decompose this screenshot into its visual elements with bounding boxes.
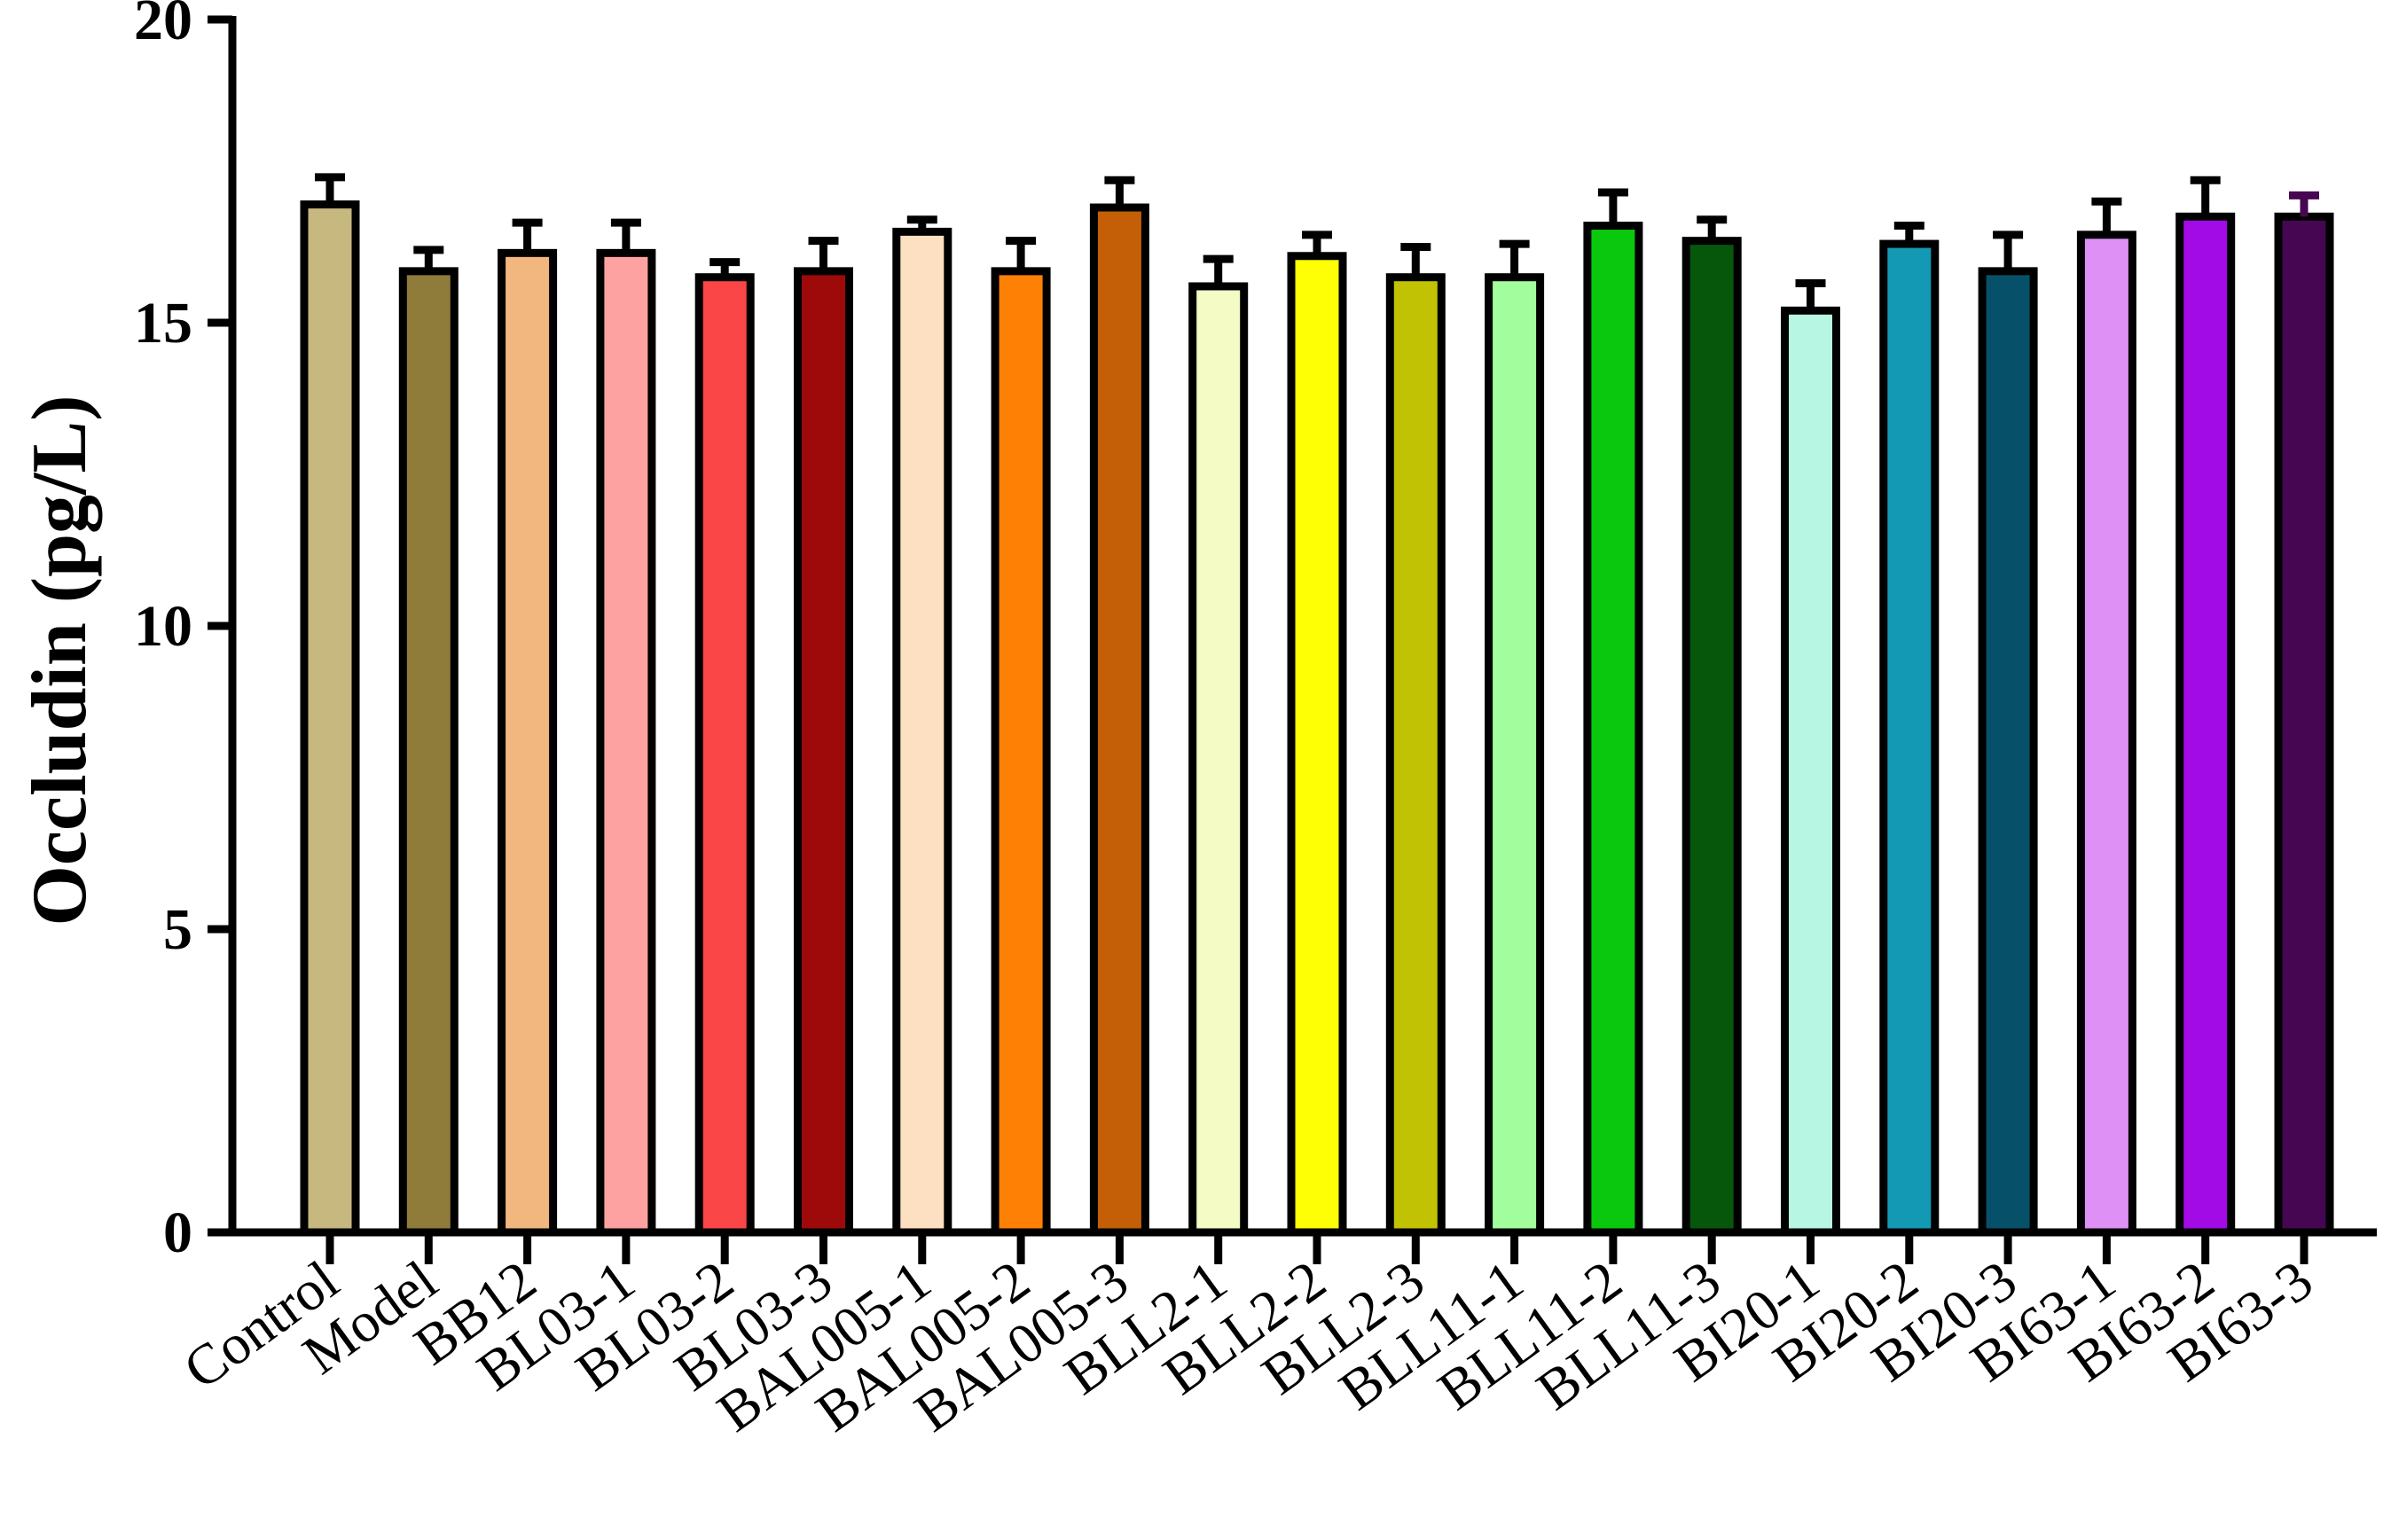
bar <box>1485 273 1545 1237</box>
y-axis-label: Occludin (pg/L) <box>17 395 103 926</box>
bar <box>1583 222 1643 1237</box>
bar <box>2076 231 2136 1237</box>
bars <box>300 200 2334 1237</box>
bar <box>300 200 360 1237</box>
y-tick-label: 5 <box>163 897 192 962</box>
y-axis: 0 5 10 15 20 <box>134 0 237 1265</box>
bar <box>1188 282 1249 1237</box>
bar <box>498 248 558 1237</box>
bar <box>1681 237 1742 1237</box>
bar <box>1879 239 1940 1237</box>
bar <box>694 273 755 1237</box>
bar <box>1385 273 1446 1237</box>
bar <box>1287 252 1347 1237</box>
bar <box>1978 267 2038 1237</box>
error-bars <box>315 173 2319 311</box>
y-tick-label: 20 <box>134 0 192 52</box>
bar <box>2274 212 2334 1237</box>
bar <box>892 227 952 1237</box>
y-tick-label: 15 <box>134 291 192 356</box>
y-tick-label: 10 <box>134 594 192 659</box>
bar <box>991 267 1051 1237</box>
bar <box>2175 212 2236 1237</box>
bar <box>596 248 656 1237</box>
y-tick-label: 0 <box>163 1200 192 1265</box>
bar <box>1089 203 1149 1237</box>
bar <box>398 267 459 1237</box>
bar <box>794 267 853 1237</box>
x-axis: ControlModelBB12BL03-1BL03-2BL03-3BAL005… <box>172 1228 2377 1443</box>
bar <box>1781 306 1840 1237</box>
